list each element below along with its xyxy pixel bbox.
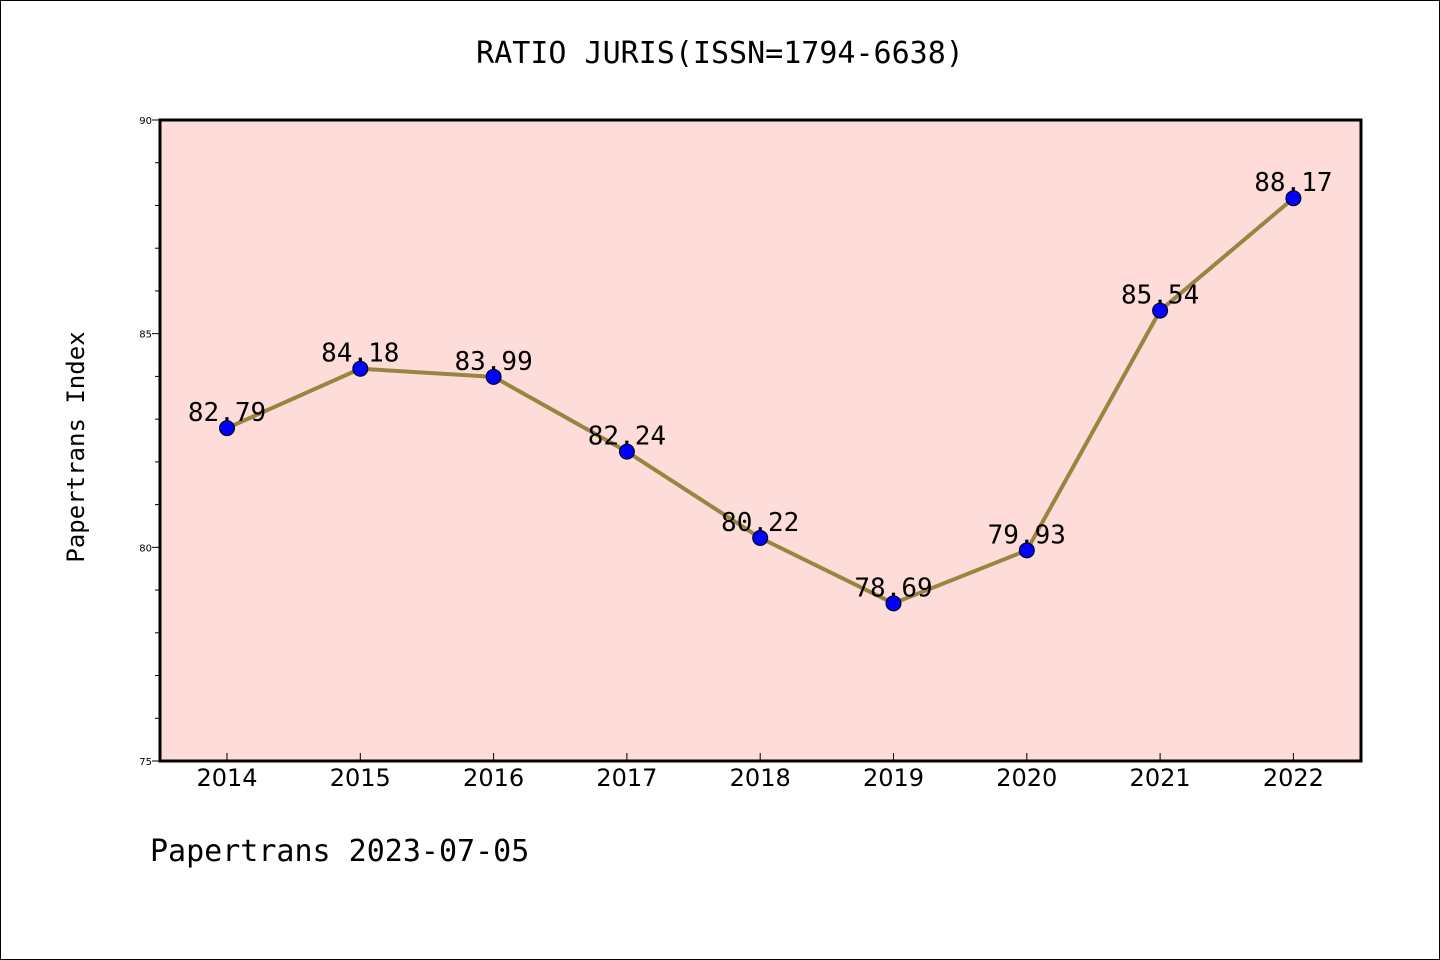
x-tick-label: 2020	[996, 764, 1057, 792]
y-tick-label: 80	[139, 543, 152, 554]
data-label: 78.69	[854, 573, 932, 603]
x-tick-label: 2021	[1130, 764, 1191, 792]
data-point	[1152, 302, 1169, 319]
data-point	[352, 360, 369, 377]
data-point	[752, 529, 769, 546]
x-tick-label: 2014	[196, 764, 257, 792]
chart-title: RATIO JURIS(ISSN=1794-6638)	[476, 36, 964, 71]
x-tick-label: 2022	[1263, 764, 1324, 792]
x-tick-label: 2019	[863, 764, 924, 792]
data-point	[1018, 542, 1035, 559]
x-tick-label: 2015	[330, 764, 391, 792]
data-point	[618, 443, 635, 460]
x-tick-label: 2018	[730, 764, 791, 792]
data-label: 84.18	[321, 339, 399, 369]
data-label: 80.22	[721, 508, 799, 538]
data-label: 85.54	[1121, 281, 1199, 311]
data-label: 83.99	[454, 347, 532, 377]
data-point	[1285, 190, 1302, 207]
data-point	[485, 368, 502, 385]
data-label: 82.24	[588, 422, 666, 452]
y-tick-label: 75	[139, 757, 152, 768]
data-label: 79.93	[988, 520, 1066, 550]
footer-text: Papertrans 2023-07-05	[150, 834, 530, 869]
plot-area	[160, 120, 1361, 761]
data-label: 88.17	[1254, 168, 1332, 198]
y-tick-label: 85	[139, 330, 152, 341]
x-tick-label: 2017	[596, 764, 657, 792]
plot-border	[158, 118, 1363, 763]
y-tick-label: 90	[139, 116, 152, 127]
x-tick-label: 2016	[463, 764, 524, 792]
data-label: 82.79	[188, 398, 266, 428]
data-point	[885, 595, 902, 612]
data-point	[219, 420, 235, 437]
